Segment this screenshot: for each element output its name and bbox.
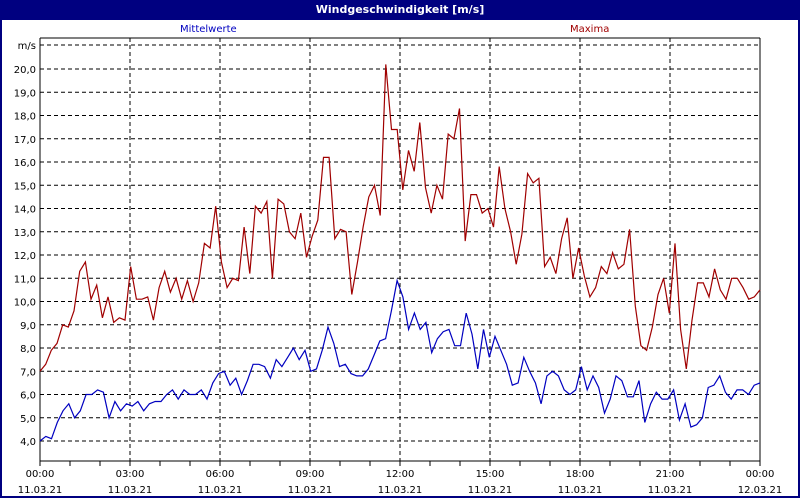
x-tick-date: 11.03.21 [468,485,513,496]
chart-title: Windgeschwindigkeit [m/s] [0,0,800,20]
y-tick-label: 10,0 [14,298,36,309]
y-tick-label: 18,0 [14,112,36,123]
x-tick-time: 06:00 [206,469,235,480]
x-tick-date: 11.03.21 [18,485,63,496]
x-tick-time: 00:00 [746,469,775,480]
y-tick-label: 16,0 [14,158,36,169]
x-tick-date: 11.03.21 [378,485,423,496]
y-tick-label: 12,0 [14,251,36,262]
x-tick-date: 11.03.21 [288,485,333,496]
x-tick-time: 00:00 [26,469,55,480]
x-tick-date: 12.03.21 [738,485,783,496]
y-tick-label: 13,0 [14,228,36,239]
y-tick-label: 4,0 [20,437,36,448]
x-tick-time: 03:00 [116,469,145,480]
x-tick-date: 11.03.21 [108,485,153,496]
y-tick-label: 14,0 [14,205,36,216]
series-line-mittelwerte [39,278,761,442]
y-tick-label: 8,0 [20,344,36,355]
x-tick-time: 18:00 [566,469,595,480]
x-tick-time: 12:00 [386,469,415,480]
y-tick-label: 6,0 [20,391,36,402]
x-tick-date: 11.03.21 [648,485,693,496]
y-axis-unit: m/s [18,41,36,52]
x-tick-date: 11.03.21 [198,485,243,496]
legend-max: Maxima [570,24,610,35]
x-tick-time: 21:00 [656,469,685,480]
y-tick-label: 5,0 [20,414,36,425]
y-tick-label: 9,0 [20,321,36,332]
x-tick-date: 11.03.21 [558,485,603,496]
y-tick-label: 17,0 [14,135,36,146]
y-tick-label: 11,0 [14,274,36,285]
x-tick-time: 15:00 [476,469,505,480]
y-tick-label: 20,0 [14,65,36,76]
legend-mean: Mittelwerte [180,24,237,35]
y-tick-label: 19,0 [14,88,36,99]
series-line-maxima [39,64,761,372]
y-tick-label: 15,0 [14,181,36,192]
x-tick-time: 09:00 [296,469,325,480]
y-tick-label: 7,0 [20,367,36,378]
